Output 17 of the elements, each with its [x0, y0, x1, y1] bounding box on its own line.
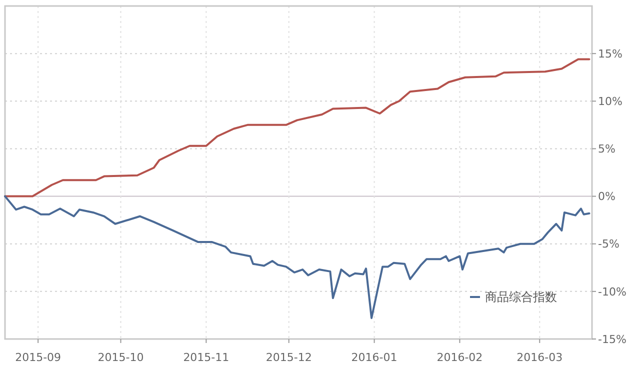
y-tick-label: -5%: [598, 238, 620, 251]
x-tick-label: 2016-03: [516, 351, 563, 364]
y-tick-label: -10%: [598, 285, 626, 298]
line-series: [4, 195, 590, 320]
x-tick-label: 2015-11: [183, 351, 230, 364]
x-tick-label: 2016-02: [436, 351, 483, 364]
x-tick-label: 2015-12: [266, 351, 312, 364]
y-tick-label: 10%: [598, 94, 622, 108]
line-series: [4, 58, 590, 198]
y-tick-label: 15%: [598, 47, 622, 60]
legend-label: 商品综合指数: [485, 290, 557, 304]
y-tick-label: 0%: [598, 190, 616, 204]
y-tick-label: 5%: [598, 142, 616, 156]
x-tick-label: 2016-01: [351, 351, 398, 364]
x-tick-label: 2015-09: [15, 351, 62, 364]
y-tick-label: -15%: [598, 332, 626, 346]
x-tick-label: 2015-10: [98, 351, 144, 364]
